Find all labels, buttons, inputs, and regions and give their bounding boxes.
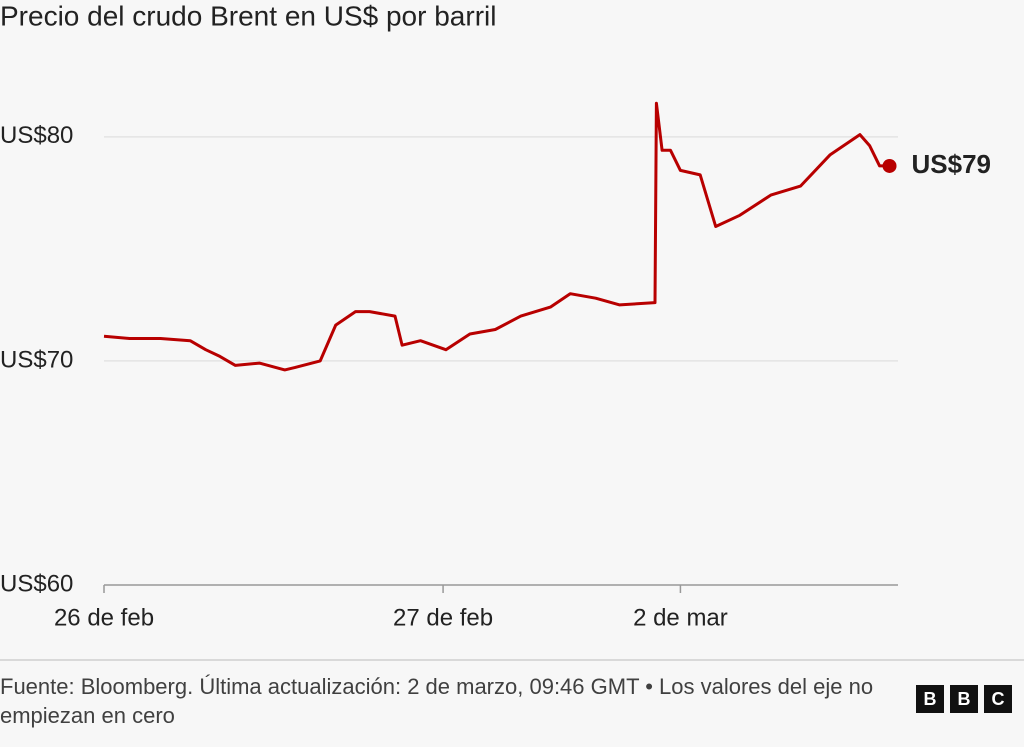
x-tick-label: 2 de mar (633, 604, 728, 631)
source-note: Fuente: Bloomberg. Última actualización:… (0, 674, 874, 728)
y-tick-label: US$70 (0, 346, 73, 373)
logo-letter: B (924, 689, 937, 709)
logo-box (950, 685, 978, 713)
logo-box (984, 685, 1012, 713)
logo-letter: B (958, 689, 971, 709)
end-label: US$79 (912, 149, 992, 179)
logo-box (916, 685, 944, 713)
chart-title: Precio del crudo Brent en US$ por barril (0, 0, 496, 31)
x-tick-label: 26 de feb (54, 604, 154, 631)
logo-letter: C (992, 689, 1005, 709)
end-dot (882, 158, 897, 173)
y-tick-label: US$60 (0, 570, 73, 597)
x-tick-label: 27 de feb (393, 604, 493, 631)
price-line (103, 101, 890, 372)
y-tick-label: US$80 (0, 122, 73, 149)
